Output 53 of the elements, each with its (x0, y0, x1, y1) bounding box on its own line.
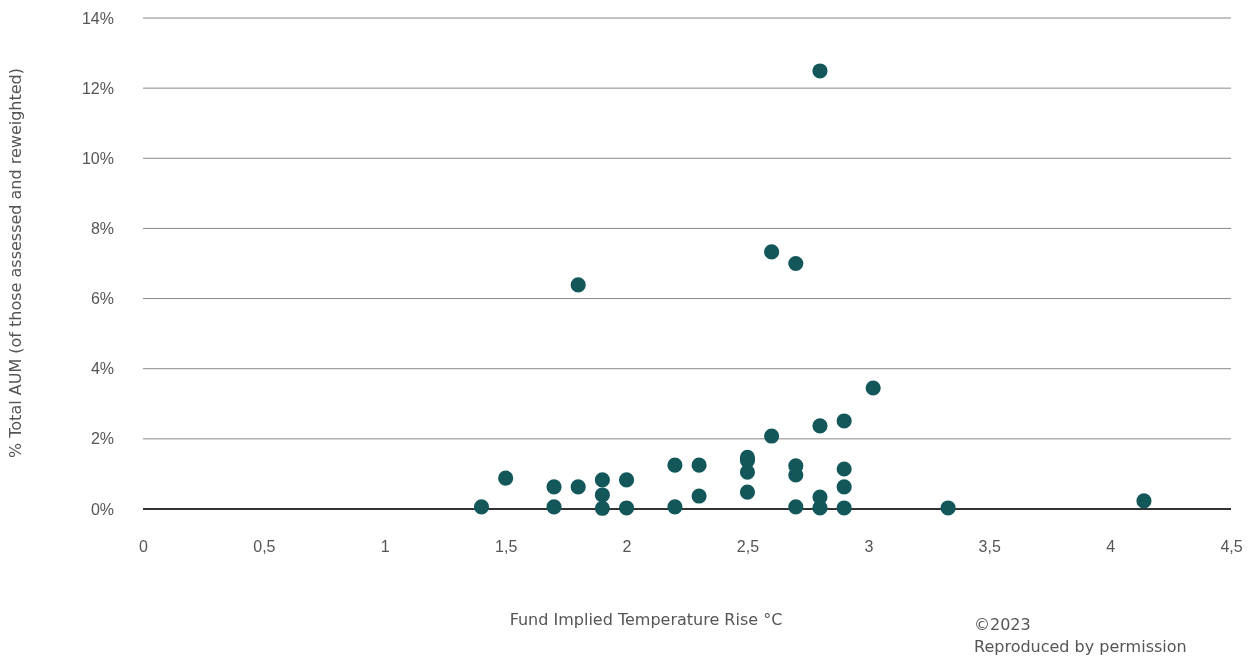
point (546, 499, 562, 515)
y-tick-label: 2% (90, 430, 114, 448)
point (764, 428, 780, 444)
point (667, 457, 683, 473)
text: Reproduced by permission (974, 637, 1187, 656)
x-tick-label: 3 (864, 538, 874, 556)
point (618, 500, 635, 516)
point (498, 470, 514, 486)
x-tick-label: 0 (139, 538, 149, 556)
point (473, 499, 490, 515)
y-tick-label: 8% (90, 220, 114, 238)
point (812, 418, 828, 434)
x-tick-label: 4 (1106, 538, 1116, 556)
x-tick-label: 2,5 (736, 538, 760, 556)
point (1136, 493, 1152, 509)
point (788, 499, 804, 515)
point (691, 488, 707, 504)
point (570, 479, 586, 495)
x-tick-label: 1,5 (495, 538, 518, 556)
point (836, 500, 852, 516)
point (836, 413, 852, 429)
point (667, 499, 683, 515)
y-axis-title: % Total AUM (of those assessed and reweighted) (6, 67, 25, 459)
y-tick-label: 10% (81, 149, 114, 167)
point (836, 479, 852, 495)
point (618, 472, 635, 488)
text: ©2023 (974, 615, 1031, 634)
point (940, 500, 956, 516)
point (691, 457, 707, 473)
point (836, 461, 852, 477)
point (764, 244, 780, 260)
x-tick-label: 2 (622, 538, 632, 556)
point (865, 380, 881, 396)
x-axis-title: Fund Implied Temperature Rise °C (509, 610, 783, 629)
y-tick-label: 0% (90, 500, 114, 518)
point (570, 277, 586, 293)
y-tick-label: 12% (81, 79, 114, 97)
point (812, 63, 828, 79)
point (594, 500, 610, 516)
y-tick-label: 14% (81, 9, 114, 27)
y-tick-label: 4% (90, 360, 114, 378)
point (812, 500, 828, 516)
y-tick-label: 6% (90, 290, 114, 308)
x-tick-label: 3,5 (978, 538, 1001, 556)
point (594, 487, 610, 503)
x-tick-label: 4,5 (1220, 538, 1243, 556)
x-tick-label: 0,5 (253, 538, 276, 556)
point (739, 464, 756, 480)
x-tick-label: 1 (380, 538, 390, 556)
point (788, 255, 804, 272)
point (594, 472, 610, 488)
point (546, 479, 562, 495)
point (739, 484, 756, 500)
